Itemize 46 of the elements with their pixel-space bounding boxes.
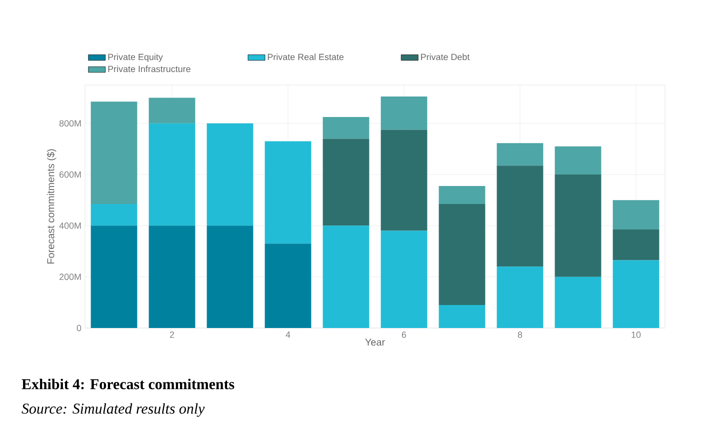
text: Exhibit 4: Forecast commitments: [22, 378, 234, 390]
bar: [612, 260, 660, 328]
x-tick-label: 10: [632, 332, 641, 338]
bar: [612, 200, 660, 230]
bar: [264, 244, 312, 328]
legend-label: Private Infrastructure: [108, 66, 190, 72]
bar: [90, 102, 138, 204]
bar: [322, 138, 370, 226]
bar: [264, 141, 312, 244]
bar: [438, 186, 486, 204]
bar: [612, 230, 660, 260]
bar: [148, 226, 196, 328]
bar: [496, 166, 544, 267]
x-axis-title: Year: [365, 338, 385, 346]
legend-label: Private Equity: [108, 54, 163, 62]
bar: [380, 96, 428, 130]
x-tick-label: 2: [170, 332, 174, 338]
y-tick-label: 800M: [59, 120, 81, 127]
bar: [438, 204, 486, 305]
bar: [322, 116, 370, 139]
bar: [90, 204, 138, 226]
bar: [148, 98, 196, 124]
source-note: Source: Simulated results only: [22, 403, 205, 417]
bar: [206, 226, 254, 328]
y-tick-label: 200M: [60, 274, 81, 280]
bar: [554, 174, 602, 277]
x-tick-label: 8: [518, 332, 522, 338]
bar: [380, 130, 428, 231]
bar: [206, 123, 254, 226]
bar: [496, 266, 544, 328]
y-tick-label: 400M: [59, 222, 81, 229]
bar: [322, 226, 370, 328]
x-tick-label: 6: [402, 332, 406, 338]
bar: [380, 230, 428, 328]
bar: [554, 146, 602, 175]
bar: [496, 143, 544, 166]
bar: [438, 304, 486, 328]
x-tick-label: 4: [286, 332, 290, 338]
y-axis-title: Forecast commitments ($): [46, 149, 56, 264]
bar: [554, 276, 602, 328]
y-tick-label: 600M: [60, 171, 81, 178]
bar: [90, 226, 138, 328]
legend-label: Private Debt: [421, 54, 470, 60]
y-tick-label: 0: [76, 324, 82, 332]
legend-label: Private Real Estate: [268, 54, 344, 60]
bar: [148, 123, 196, 226]
